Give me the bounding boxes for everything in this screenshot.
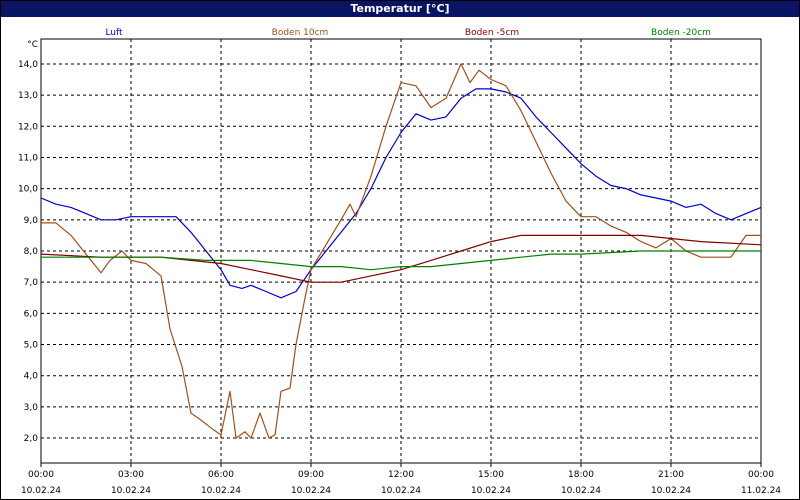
series-line-boden-20cm	[41, 250, 761, 271]
y-tick-label: 6,0	[24, 309, 39, 319]
x-tick-time: 00:00	[28, 470, 54, 480]
x-tick-time: 09:00	[298, 470, 324, 480]
x-tick-time: 03:00	[118, 470, 144, 480]
x-tick-date: 10.02.24	[561, 486, 601, 496]
series-line-boden-10cm	[41, 63, 761, 439]
x-tick-time: 00:00	[748, 470, 774, 480]
y-tick-label: 8,0	[24, 247, 39, 257]
y-tick-label: 7,0	[24, 278, 39, 288]
series-line-boden-5cm	[40, 234, 762, 283]
x-tick-date: 10.02.24	[201, 486, 241, 496]
x-tick-date: 10.02.24	[21, 486, 61, 496]
x-tick-date: 11.02.24	[741, 486, 781, 496]
y-tick-label: 14,0	[18, 60, 38, 70]
series-lines	[40, 63, 762, 439]
series-line-luft	[40, 88, 762, 299]
y-tick-label: 5,0	[24, 341, 39, 351]
legend-entry: Boden -5cm	[465, 28, 519, 38]
chart-title: Temperatur [°C]	[1, 1, 799, 17]
y-tick-label: 10,0	[18, 185, 38, 195]
x-tick-time: 12:00	[388, 470, 414, 480]
legend-entry: Luft	[105, 28, 123, 38]
y-tick-label: 4,0	[24, 372, 39, 382]
y-unit-label: °C	[27, 40, 38, 50]
x-tick-date: 10.02.24	[291, 486, 331, 496]
y-tick-label: 13,0	[18, 91, 38, 101]
y-tick-label: 3,0	[24, 403, 39, 413]
y-tick-label: 11,0	[18, 153, 38, 163]
y-tick-label: 12,0	[18, 122, 38, 132]
x-tick-date: 10.02.24	[471, 486, 511, 496]
y-tick-label: 2,0	[24, 434, 39, 444]
x-tick-date: 10.02.24	[111, 486, 151, 496]
x-tick-time: 15:00	[478, 470, 504, 480]
legend-entry: Boden -20cm	[651, 28, 711, 38]
x-tick-date: 10.02.24	[651, 486, 691, 496]
x-tick-time: 06:00	[208, 470, 234, 480]
legend: Luft Boden 10cm Boden -5cm Boden -20cm	[105, 28, 711, 38]
x-tick-time: 18:00	[568, 470, 594, 480]
axis-labels: 2,0 3,0 4,0 5,0 6,0 7,0 8,0 9,0 10,0 11,0 12,0 13,0…	[18, 40, 781, 496]
y-tick-label: 9,0	[24, 216, 39, 226]
legend-entry: Boden 10cm	[272, 28, 329, 38]
x-tick-date: 10.02.24	[381, 486, 421, 496]
x-tick-time: 21:00	[658, 470, 684, 480]
